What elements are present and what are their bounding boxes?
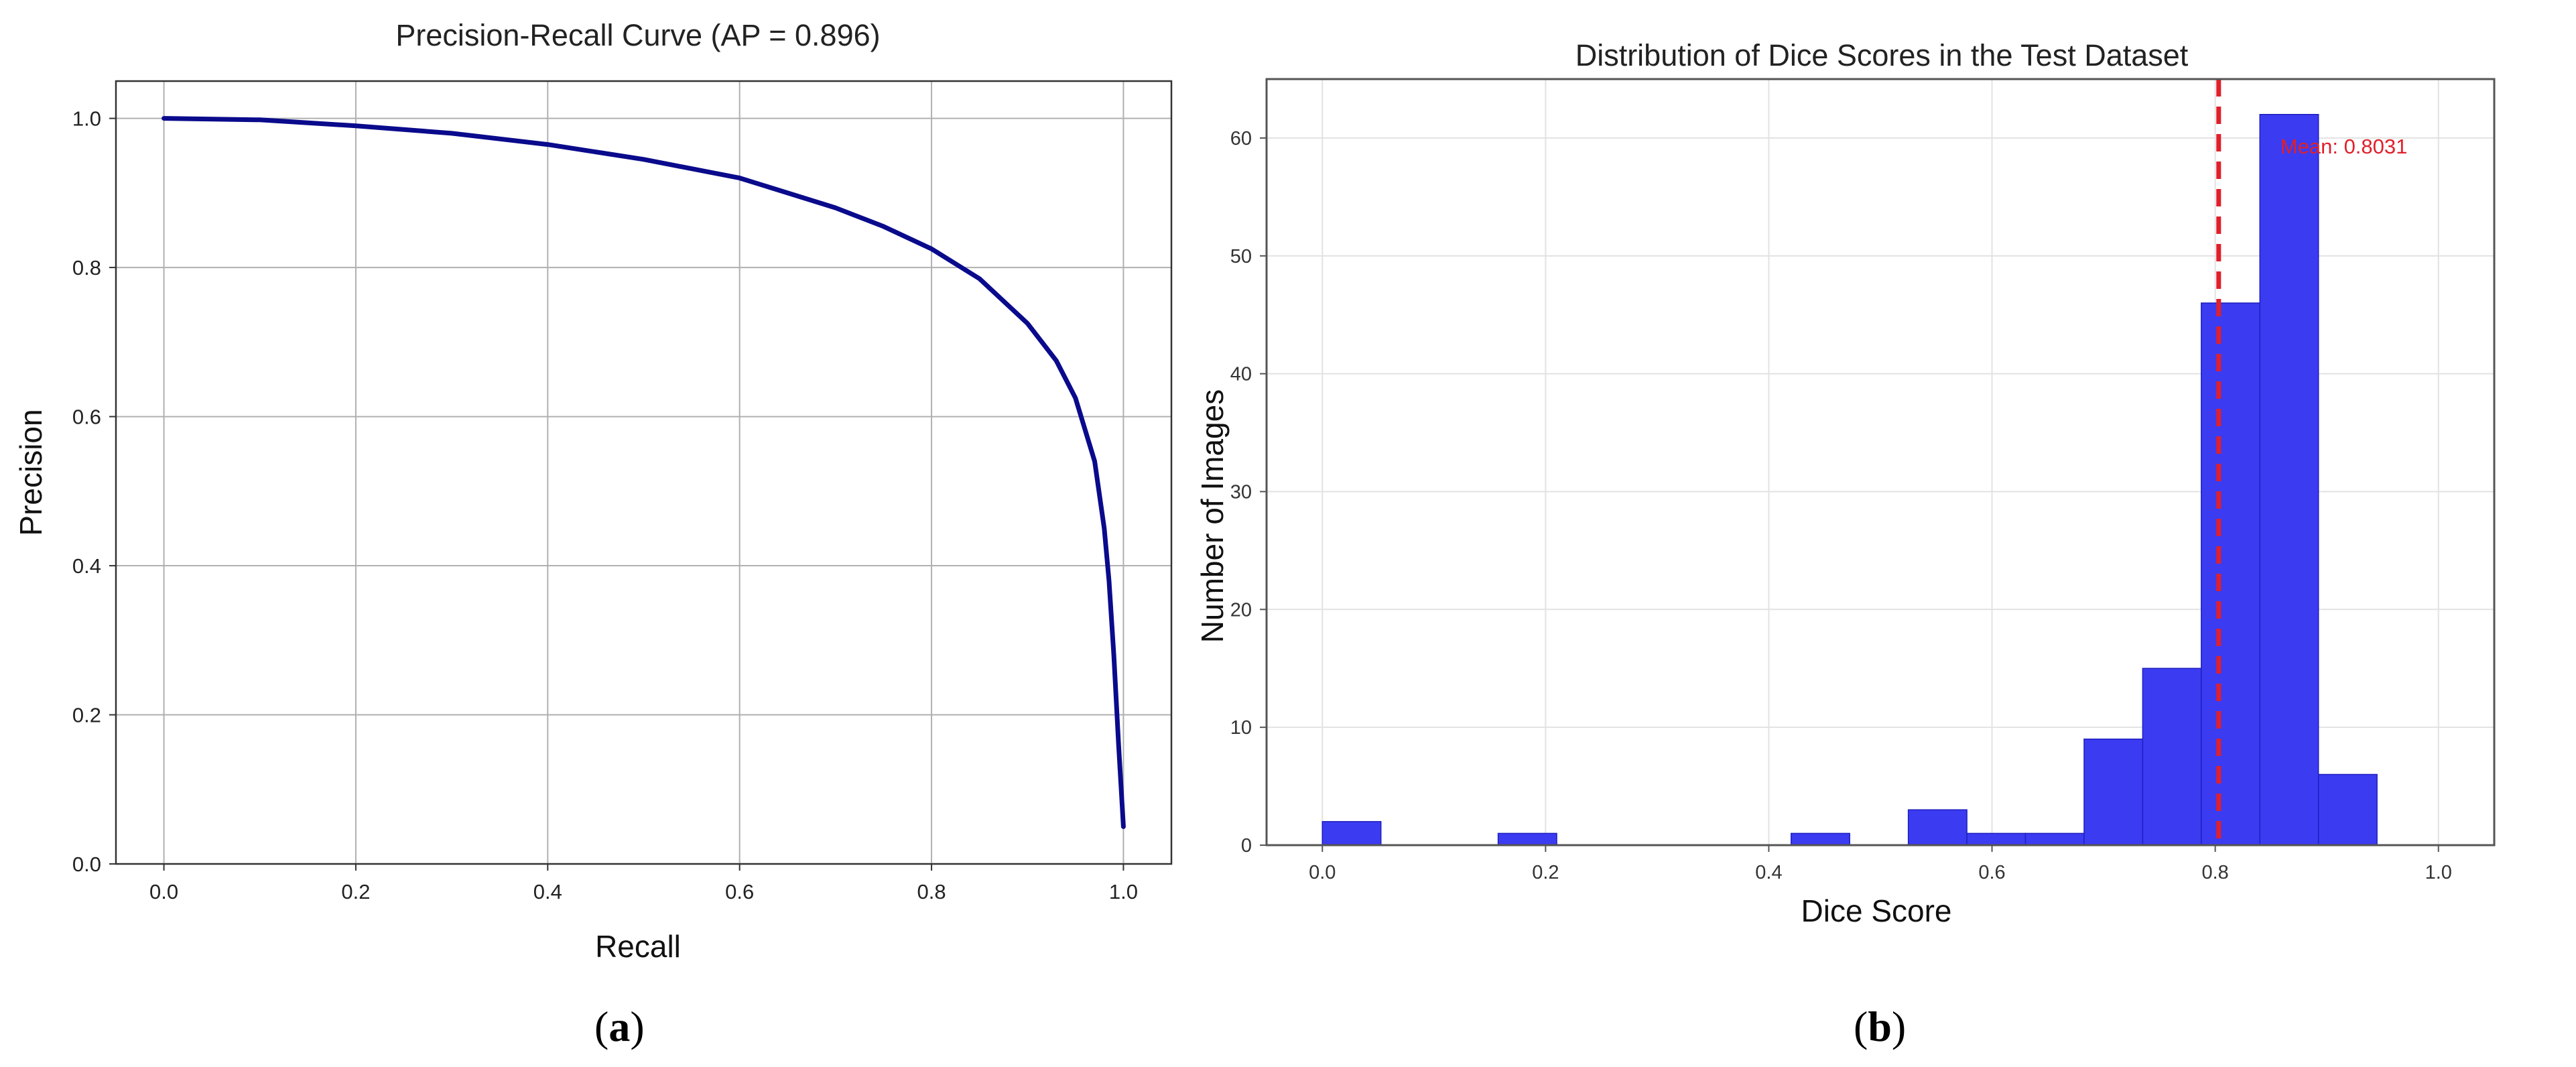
- hist-bar: [1791, 832, 1850, 846]
- hist-bar: [1497, 832, 1557, 846]
- hist-x-tick-label: 0.2: [1532, 862, 1559, 883]
- caption-a-letter: a: [608, 1003, 630, 1050]
- pr-x-tick-label: 0.6: [725, 880, 754, 903]
- hist-x-axis-label: Dice Score: [1801, 893, 1952, 928]
- pr-plot-frame: [115, 80, 1173, 865]
- hist-bar: [2142, 668, 2202, 846]
- pr-y-tick-label: 0.6: [72, 405, 101, 429]
- hist-tick-labels: 0.0 0.2 0.4 0.6 0.8 1.0 0 10 20 30 40 50 60: [1230, 128, 2452, 883]
- pr-x-tick-label: 0.2: [341, 880, 370, 903]
- panel-a-pr-curve: Precision-Recall Curve (AP = 0.896) 0.0 0…: [13, 18, 1173, 964]
- hist-bar: [1322, 821, 1382, 846]
- pr-y-tick-label: 0.4: [72, 554, 101, 578]
- hist-bar: [2259, 114, 2319, 846]
- pr-y-axis-label: Precision: [13, 409, 48, 536]
- hist-bar: [2024, 832, 2085, 846]
- pr-y-tick-label: 0.2: [72, 704, 101, 727]
- hist-bar: [1907, 809, 1968, 846]
- hist-bar: [1966, 832, 2026, 846]
- pr-chart-title: Precision-Recall Curve (AP = 0.896): [395, 18, 880, 52]
- hist-y-tick-label: 10: [1230, 717, 1252, 739]
- hist-plot-frame: [1265, 78, 2496, 846]
- hist-x-tick-label: 0.4: [1755, 862, 1782, 883]
- panel-b-dice-histogram: Distribution of Dice Scores in the Test …: [1195, 38, 2496, 928]
- pr-x-tick-label: 0.0: [149, 880, 178, 903]
- pr-grid: [116, 81, 1171, 865]
- hist-bar: [2201, 302, 2261, 846]
- pr-y-tick-label: 0.8: [72, 256, 101, 279]
- pr-x-tick-label: 1.0: [1109, 880, 1138, 903]
- pr-x-tick-label: 0.8: [917, 880, 946, 903]
- hist-bar: [2083, 738, 2144, 846]
- hist-x-tick-label: 1.0: [2425, 862, 2452, 883]
- caption-b: (b): [1854, 1003, 1906, 1050]
- caption-a: (a): [594, 1003, 645, 1050]
- hist-bars: [1322, 114, 2378, 846]
- hist-x-tick-label: 0.0: [1309, 862, 1336, 883]
- pr-tick-labels: 0.0 0.2 0.4 0.6 0.8 1.0 0.0 0.2 0.4 0.6 0.8 1.0: [72, 107, 1138, 903]
- hist-y-tick-label: 20: [1230, 599, 1252, 621]
- hist-y-tick-label: 30: [1230, 481, 1252, 503]
- hist-y-tick-label: 50: [1230, 246, 1252, 267]
- mean-annotation: Mean: 0.8031: [2280, 135, 2408, 158]
- hist-y-tick-label: 60: [1230, 128, 1252, 149]
- pr-y-tick-label: 0.0: [72, 853, 101, 876]
- pr-x-axis-label: Recall: [595, 929, 681, 964]
- caption-b-letter: b: [1868, 1003, 1892, 1050]
- hist-y-tick-label: 40: [1230, 364, 1252, 385]
- hist-x-tick-label: 0.6: [1978, 862, 2005, 883]
- hist-bar: [2317, 773, 2378, 846]
- hist-x-tick-label: 0.8: [2201, 862, 2228, 883]
- hist-chart-title: Distribution of Dice Scores in the Test …: [1575, 38, 2189, 72]
- hist-y-tick-label: 0: [1241, 835, 1252, 857]
- pr-curve-line: [162, 116, 1126, 829]
- hist-y-axis-label: Number of Images: [1195, 389, 1230, 643]
- pr-x-tick-label: 0.4: [533, 880, 562, 903]
- pr-y-tick-label: 1.0: [72, 107, 101, 131]
